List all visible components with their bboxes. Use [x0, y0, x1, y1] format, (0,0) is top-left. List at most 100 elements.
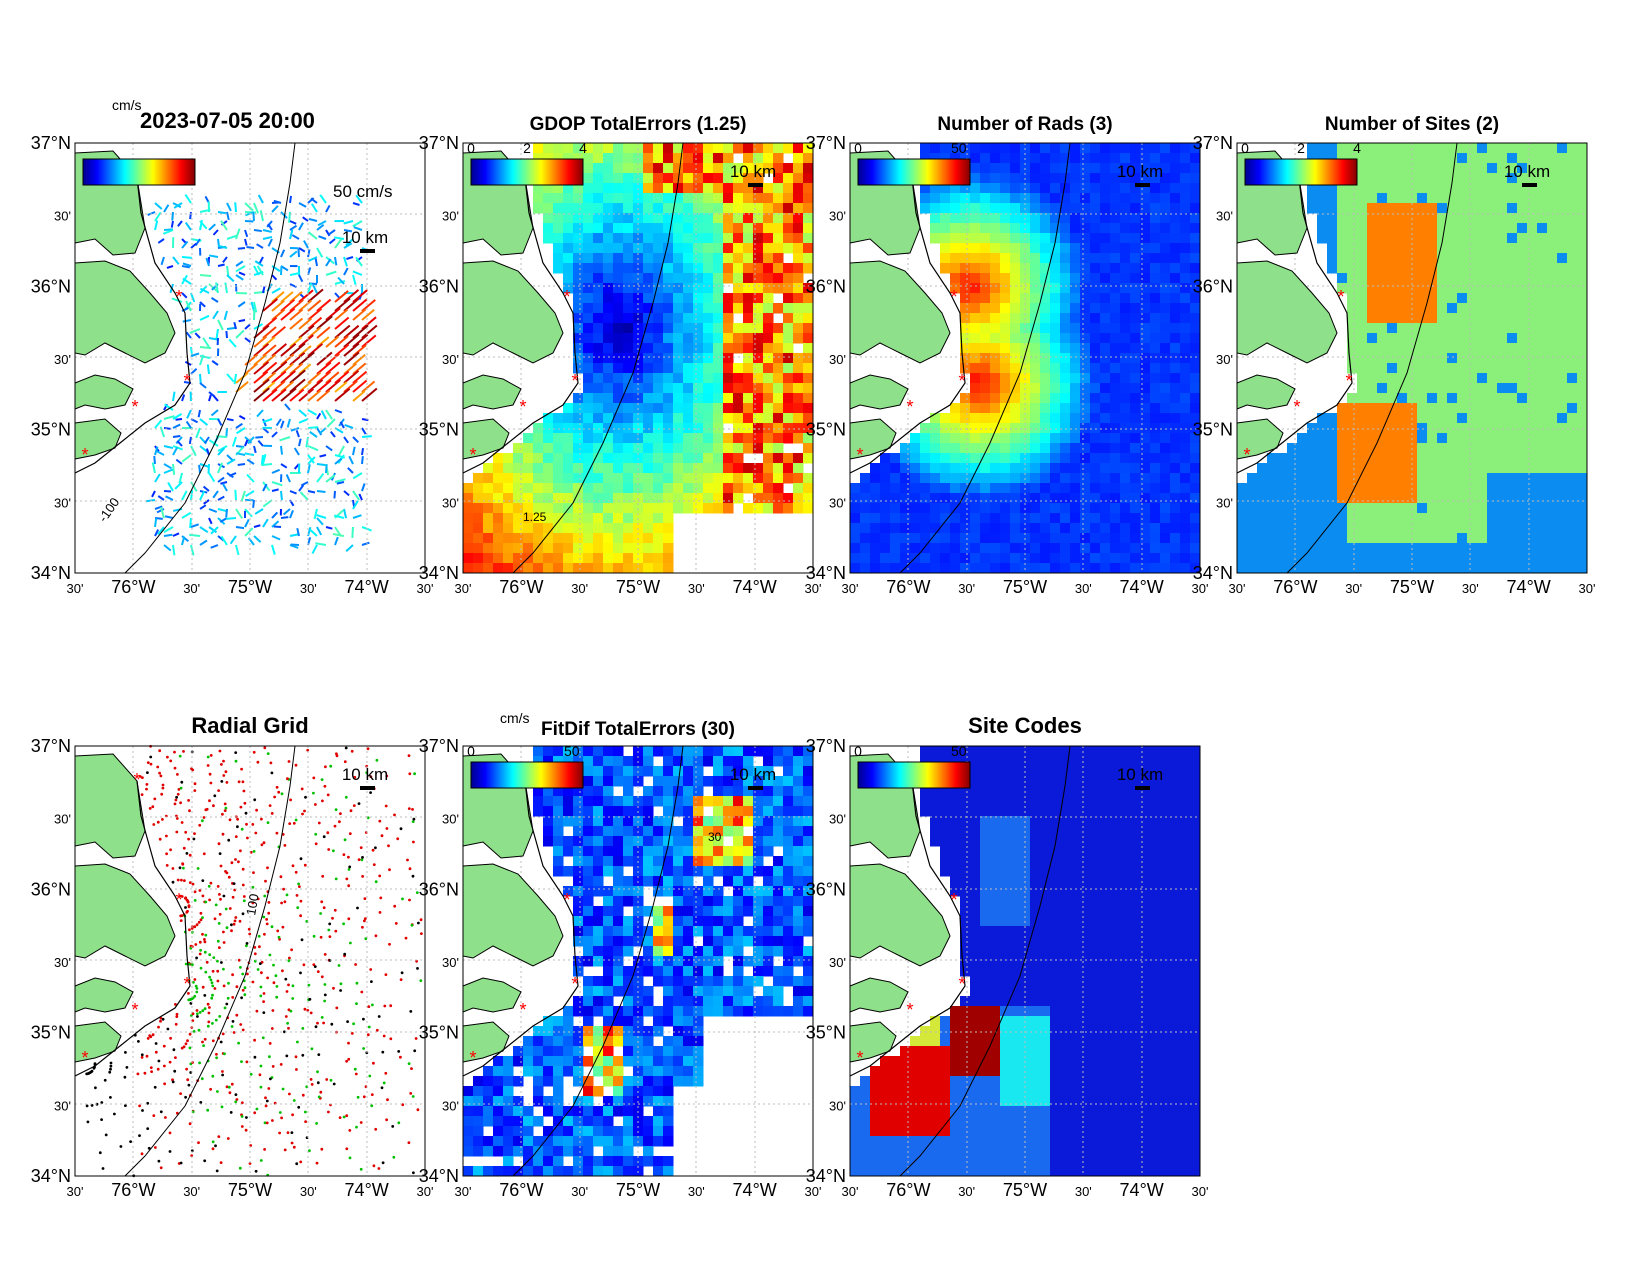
- radial-grid-point: [136, 1072, 140, 1076]
- data-cell: [1517, 423, 1528, 434]
- data-cell: [970, 533, 981, 544]
- data-cell: [1567, 423, 1578, 434]
- data-cell: [1417, 423, 1428, 434]
- current-vector: [334, 238, 343, 249]
- radial-grid-point: [239, 1023, 243, 1026]
- data-cell: [583, 163, 594, 174]
- data-cell: [1247, 473, 1258, 484]
- data-cell: [950, 443, 961, 454]
- radial-grid-point: [355, 1125, 358, 1129]
- data-cell: [930, 233, 941, 244]
- data-cell: [1150, 163, 1161, 174]
- current-vector: [352, 362, 367, 375]
- data-cell: [1317, 203, 1328, 214]
- data-cell: [603, 493, 614, 504]
- data-cell: [1120, 453, 1131, 464]
- data-cell: [1537, 433, 1548, 444]
- data-cell: [1070, 533, 1081, 544]
- data-cell: [1527, 253, 1538, 264]
- data-cell: [1130, 373, 1141, 384]
- radial-grid-point: [352, 804, 356, 807]
- data-cell: [543, 563, 554, 574]
- radial-grid-point: [329, 764, 333, 768]
- current-vector: [289, 509, 294, 519]
- data-cell: [1170, 343, 1181, 354]
- data-cell: [1527, 483, 1538, 494]
- radial-grid-point: [264, 1104, 268, 1108]
- data-cell: [603, 503, 614, 514]
- data-cell: [783, 303, 794, 314]
- data-cell: [1517, 143, 1528, 154]
- data-cell: [1377, 443, 1388, 454]
- current-vector: [298, 363, 312, 375]
- current-vector: [208, 337, 219, 341]
- radial-grid-point: [289, 1009, 293, 1013]
- data-cell: [1317, 553, 1328, 564]
- data-cell: [1437, 403, 1448, 414]
- current-vector: [316, 336, 330, 348]
- data-cell: [1497, 213, 1508, 224]
- data-cell: [970, 223, 981, 234]
- data-cell: [1417, 253, 1428, 264]
- data-cell: [1427, 453, 1438, 464]
- data-cell: [1457, 193, 1468, 204]
- radial-grid-point: [262, 1000, 265, 1003]
- data-cell: [763, 243, 774, 254]
- data-cell: [960, 543, 971, 554]
- data-cell: [1467, 463, 1478, 474]
- data-cell: [1100, 143, 1111, 154]
- radial-grid-point: [258, 945, 261, 949]
- data-cell: [1287, 493, 1298, 504]
- data-cell: [1140, 543, 1151, 554]
- data-cell: [1457, 143, 1468, 154]
- data-cell: [1457, 373, 1468, 384]
- data-cell: [643, 343, 654, 354]
- data-cell: [1040, 273, 1051, 284]
- data-cell: [1160, 213, 1171, 224]
- data-cell: [563, 193, 574, 204]
- data-cell: [683, 433, 694, 444]
- radial-grid-point: [217, 842, 221, 846]
- data-cell: [1180, 253, 1191, 264]
- data-cell: [1030, 183, 1041, 194]
- data-cell: [930, 493, 941, 504]
- data-cell: [1537, 193, 1548, 204]
- data-cell: [1347, 533, 1358, 544]
- data-cell: [553, 443, 564, 454]
- current-vector: [203, 499, 210, 505]
- data-cell: [533, 533, 544, 544]
- data-cell: [763, 443, 774, 454]
- data-cell: [1180, 473, 1191, 484]
- data-cell: [583, 263, 594, 274]
- data-cell: [1467, 513, 1478, 524]
- data-cell: [1387, 143, 1398, 154]
- data-cell: [1060, 263, 1071, 274]
- radial-grid-point: [262, 841, 266, 845]
- current-vector: [307, 454, 315, 464]
- data-cell: [940, 463, 951, 474]
- data-cell: [1100, 303, 1111, 314]
- current-vector: [283, 508, 291, 516]
- data-cell: [1457, 203, 1468, 214]
- current-vector: [171, 211, 174, 221]
- data-cell: [1030, 223, 1041, 234]
- data-cell: [1120, 383, 1131, 394]
- radial-grid-point: [263, 932, 266, 936]
- data-cell: [1437, 433, 1448, 444]
- data-cell: [1527, 323, 1538, 334]
- data-cell: [1010, 193, 1021, 204]
- data-cell: [1467, 553, 1478, 564]
- current-vector: [308, 218, 318, 222]
- data-cell: [1357, 393, 1368, 404]
- data-cell: [1377, 393, 1388, 404]
- radial-grid-point: [323, 999, 326, 1003]
- data-cell: [910, 433, 921, 444]
- current-vector: [175, 418, 183, 421]
- data-cell: [1317, 513, 1328, 524]
- data-cell: [1100, 213, 1111, 224]
- data-cell: [1050, 363, 1061, 374]
- data-cell: [920, 193, 931, 204]
- current-vector: [303, 240, 309, 249]
- data-cell: [1130, 543, 1141, 554]
- data-cell: [1577, 353, 1588, 364]
